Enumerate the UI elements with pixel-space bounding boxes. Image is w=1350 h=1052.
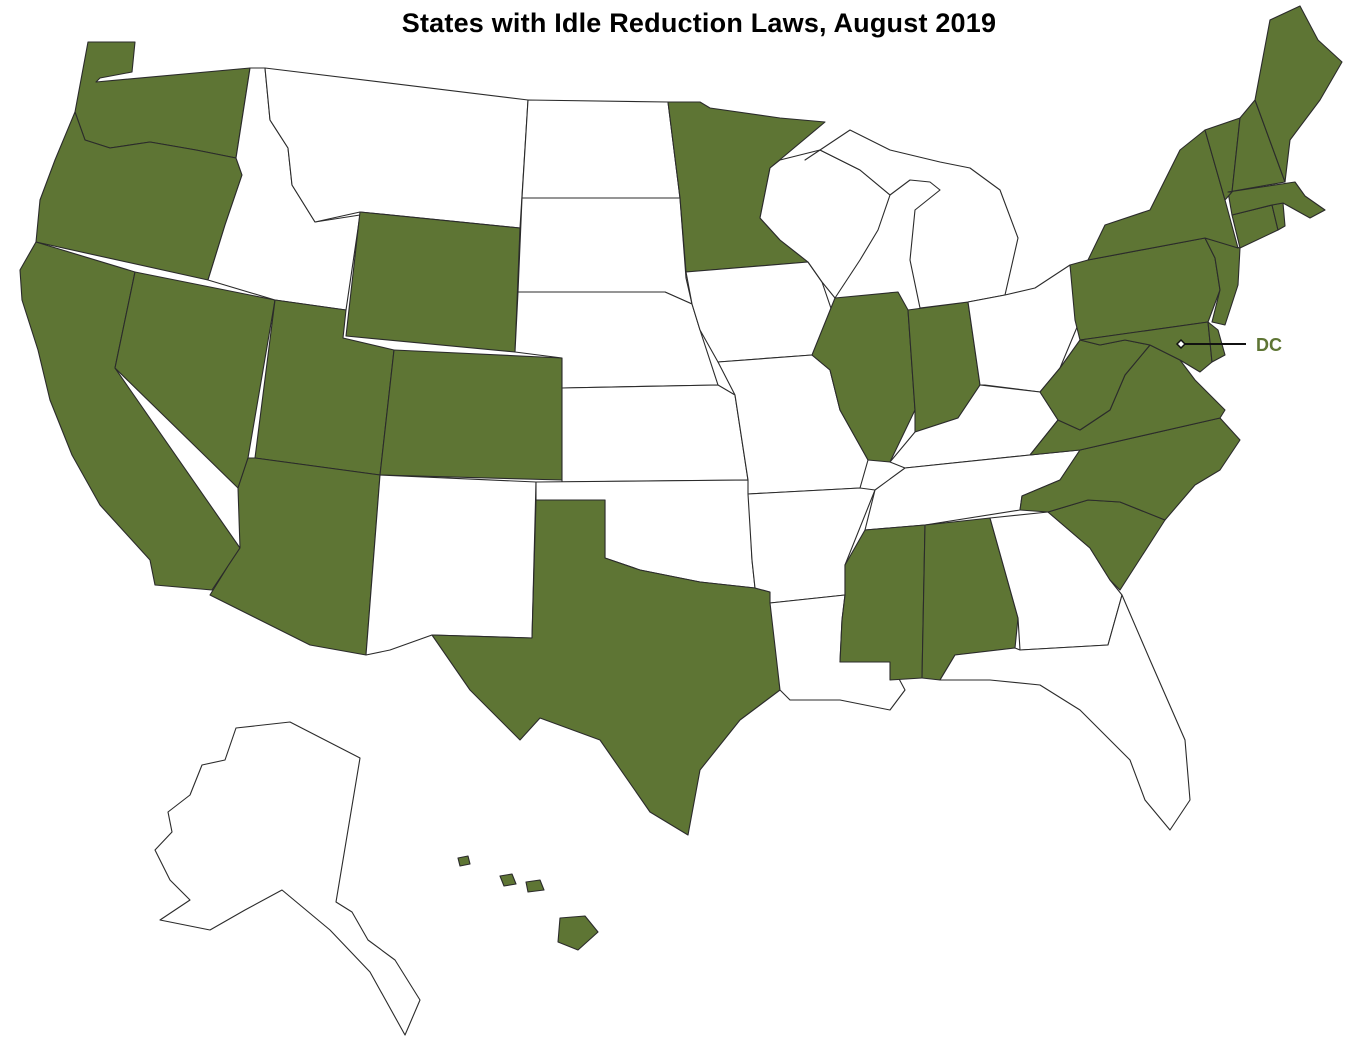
state-WA (74, 41, 251, 159)
state-MI (804, 129, 1019, 309)
state-NM (365, 474, 537, 656)
state-MS (839, 524, 926, 681)
state-AK (154, 721, 421, 1036)
state-ME (1254, 5, 1343, 183)
state-CA (19, 241, 241, 591)
state-SD (517, 197, 693, 305)
state-HI (457, 855, 599, 951)
state-MA (1227, 181, 1326, 219)
state-IL (811, 291, 916, 463)
state-TX (431, 499, 781, 836)
dc-marker (1175, 338, 1187, 350)
state-CO (379, 349, 563, 481)
state-AZ (209, 457, 381, 656)
state-ND (521, 99, 681, 199)
state-FL (939, 594, 1191, 831)
state-WY (345, 211, 521, 353)
dc-label: DC (1256, 335, 1282, 355)
state-IA (685, 261, 836, 363)
state-KS (561, 384, 749, 483)
state-MT (264, 67, 529, 229)
state-NJ (1204, 237, 1241, 326)
state-NH (1227, 99, 1286, 193)
state-DE (1207, 321, 1226, 363)
map-title: States with Idle Reduction Laws, August … (401, 8, 997, 38)
